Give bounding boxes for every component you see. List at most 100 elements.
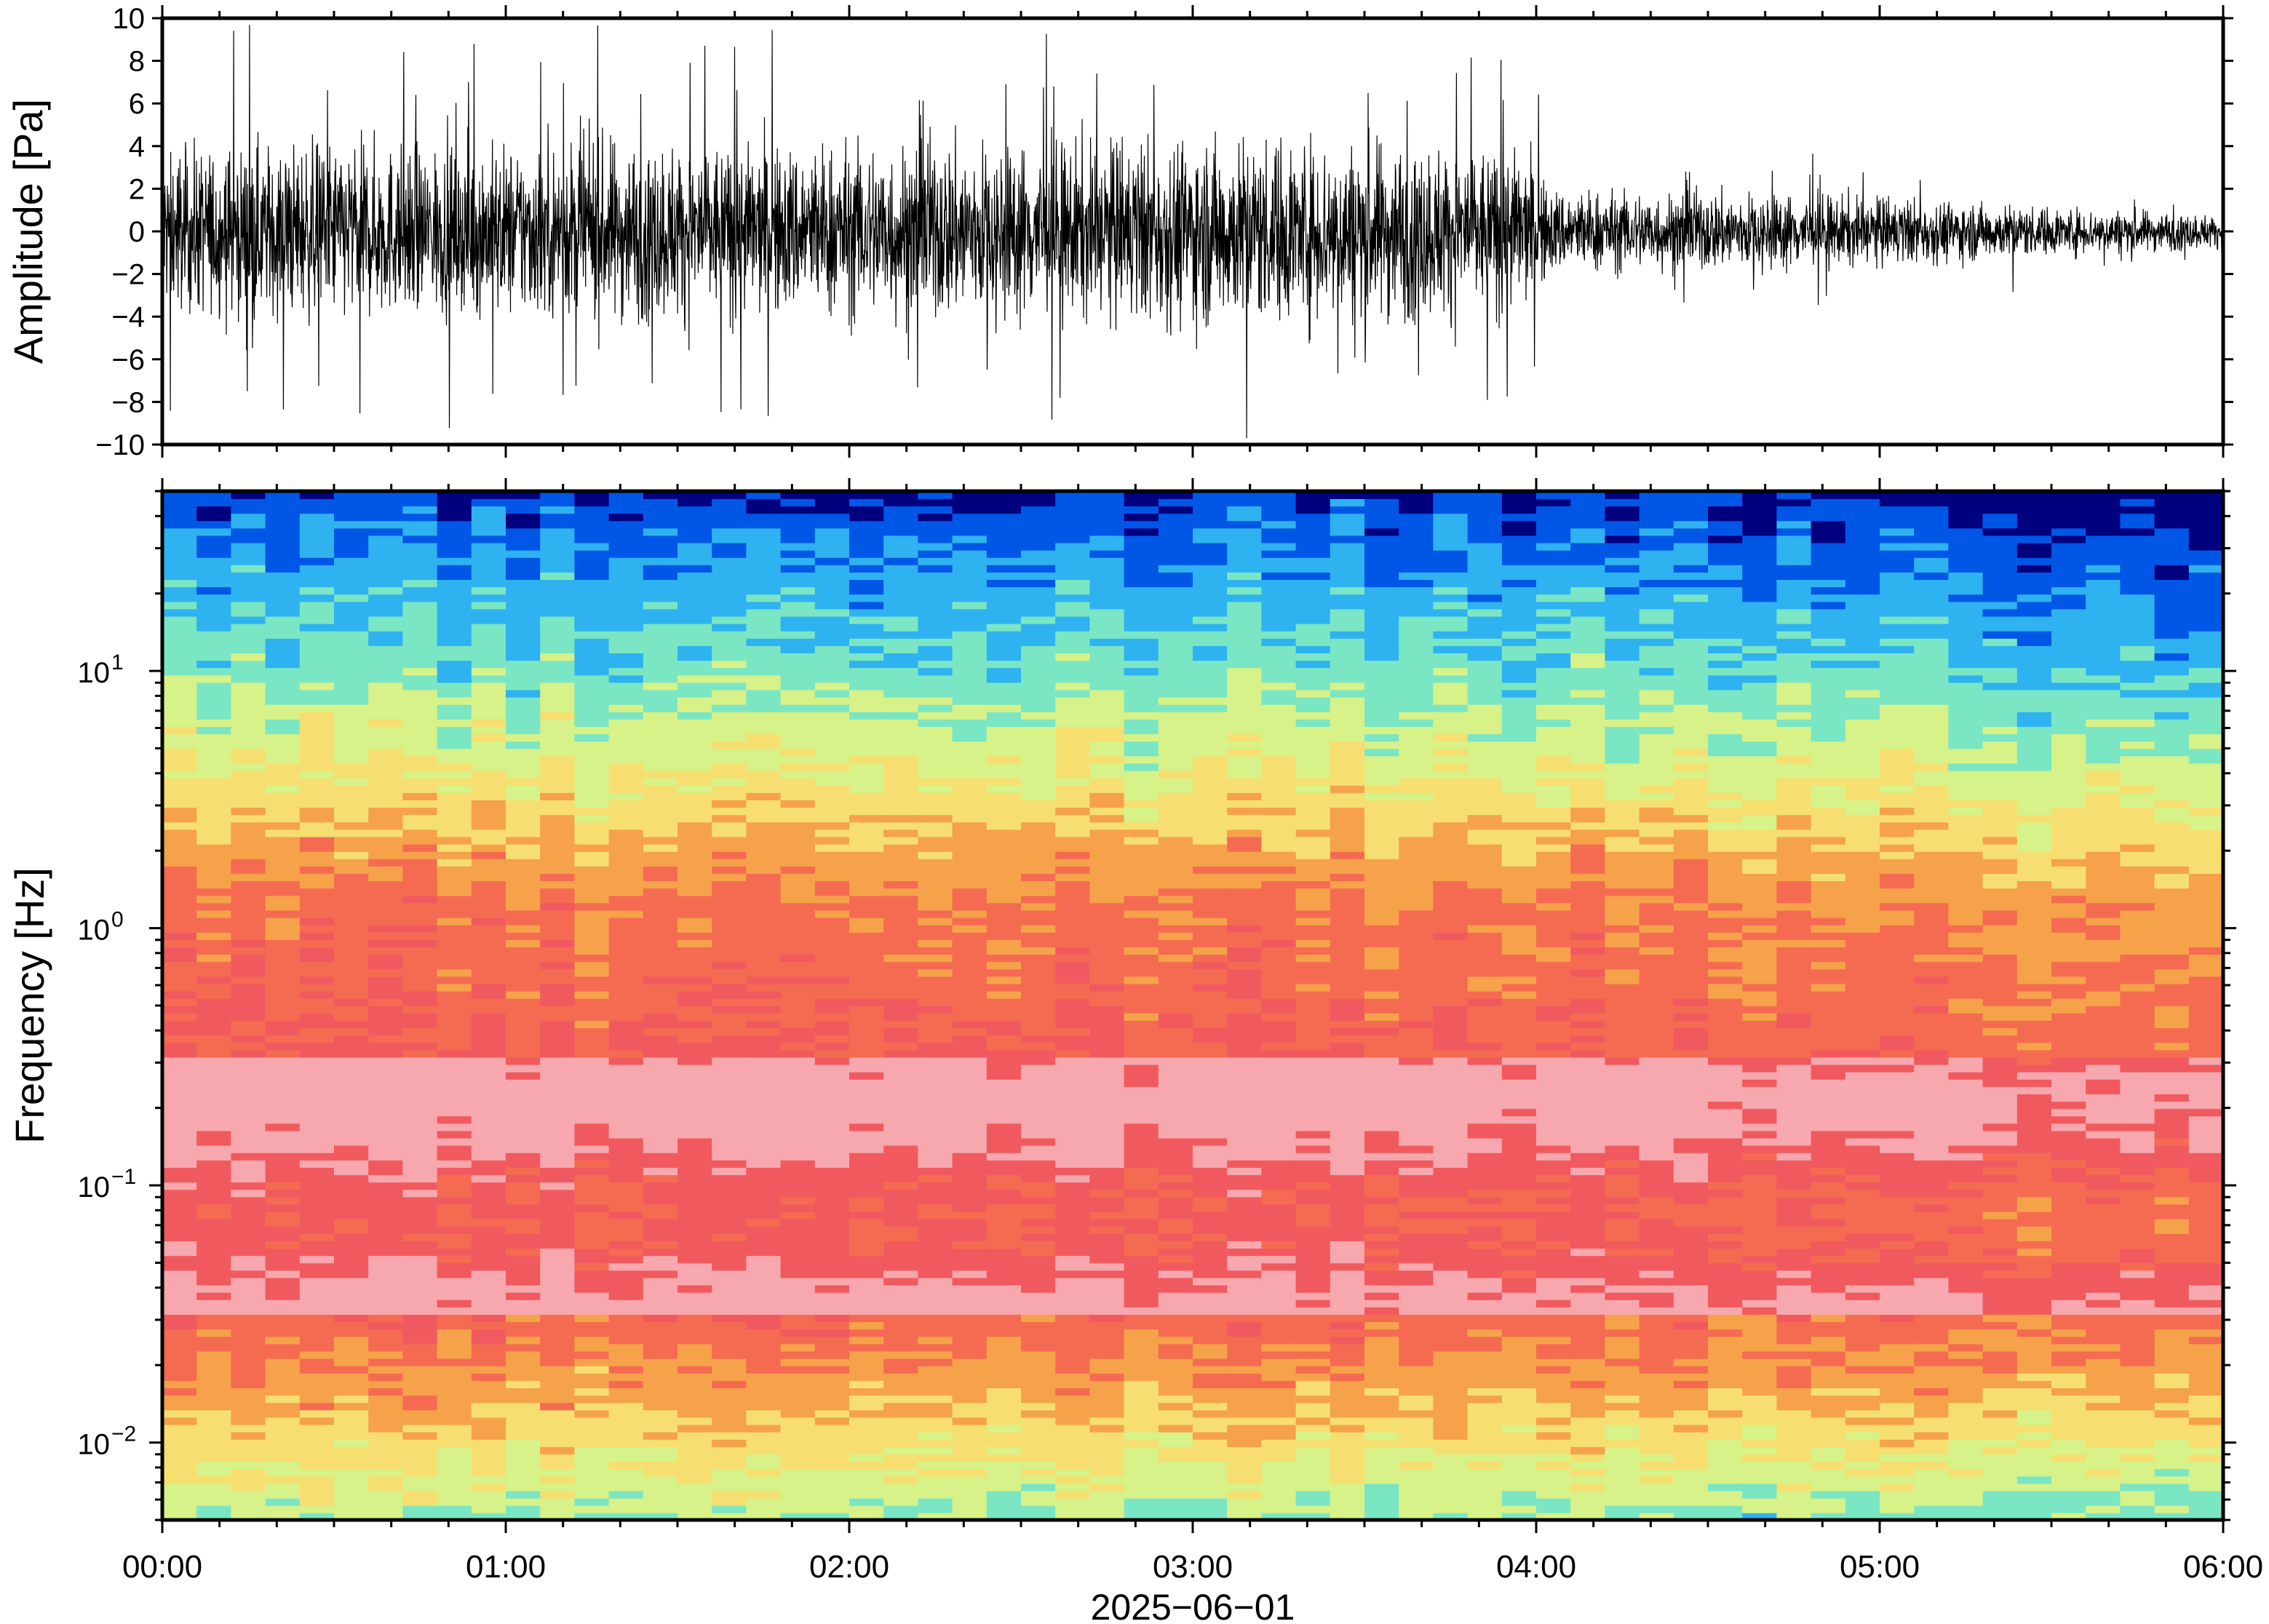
spectrogram-cell	[1227, 800, 1263, 808]
spectrogram-cell	[849, 1145, 885, 1153]
spectrogram-cell	[506, 498, 541, 506]
spectrogram-cell	[334, 1056, 370, 1065]
spectrogram-cell	[883, 983, 919, 992]
spectrogram-cell	[1193, 888, 1228, 896]
spectrogram-cell	[918, 630, 953, 639]
spectrogram-cell	[918, 755, 953, 764]
spectrogram-cell	[437, 1291, 472, 1300]
spectrogram-cell	[1227, 785, 1263, 793]
spectrogram-cell	[265, 1064, 301, 1072]
spectrogram-cell	[918, 1027, 953, 1036]
spectrogram-cell	[265, 726, 301, 735]
spectrogram-cell	[574, 1153, 610, 1161]
spectrogram-cell	[1227, 947, 1263, 955]
spectrogram-cell	[162, 1395, 198, 1404]
spectrogram-cell	[368, 1115, 404, 1124]
spectrogram-cell	[1193, 1153, 1228, 1161]
spectrogram-cell	[368, 1277, 404, 1286]
spectrogram-cell	[471, 520, 506, 529]
spectrogram-cell	[402, 1123, 438, 1131]
spectrogram-cell	[712, 1137, 747, 1146]
spectrogram-cell	[746, 1343, 782, 1352]
spectrogram-cell	[574, 491, 610, 499]
spectrogram-cell	[1055, 1314, 1091, 1323]
spectrogram-cell	[746, 1270, 782, 1278]
spectrogram-cell	[1330, 1365, 1365, 1374]
spectrogram-cell	[1158, 1241, 1193, 1249]
spectrogram-cell	[1089, 1115, 1125, 1124]
spectrogram-cell	[265, 1365, 301, 1374]
spectrogram-cell	[712, 704, 747, 712]
spectrogram-cell	[402, 976, 438, 984]
spectrogram-cell	[265, 719, 301, 727]
spectrogram-cell	[1124, 1056, 1159, 1065]
spectrogram-cell	[986, 1241, 1022, 1249]
spectrogram-cell	[334, 763, 370, 771]
spectrogram-cell	[952, 557, 988, 565]
spectrogram-cell	[883, 1241, 919, 1249]
spectrogram-cell	[471, 1402, 506, 1411]
spectrogram-cell	[540, 1248, 576, 1257]
spectrogram-cell	[986, 1358, 1022, 1366]
spectrogram-cell	[471, 873, 506, 882]
spectrogram-cell	[299, 1196, 335, 1205]
spectrogram-cell	[471, 696, 506, 705]
spectrogram-cell	[299, 998, 335, 1006]
spectrogram-cell	[1055, 726, 1091, 735]
spectrogram-cell	[608, 1013, 644, 1021]
spectrogram-cell	[540, 1343, 576, 1352]
spectrogram-cell	[231, 623, 266, 632]
spectrogram-cell	[643, 601, 678, 610]
spectrogram-cell	[1330, 1013, 1365, 1021]
spectrogram-cell	[1227, 653, 1263, 661]
spectrogram-cell	[952, 1476, 988, 1484]
spectrogram-cell	[952, 1094, 988, 1102]
spectrogram-cell	[1261, 1365, 1297, 1374]
spectrogram-cell	[608, 1336, 644, 1345]
spectrogram-cell	[402, 1497, 438, 1506]
spectrogram-cell	[918, 1035, 953, 1043]
spectrogram-cell	[368, 1321, 404, 1330]
spectrogram-cell	[1330, 1056, 1365, 1065]
spectrogram-cell	[1295, 873, 1331, 882]
spectrogram-cell	[196, 616, 232, 624]
spectrogram-cell	[1158, 1145, 1193, 1153]
spectrogram-cell	[712, 594, 747, 602]
spectrogram-cell	[883, 1454, 919, 1462]
spectrogram-cell	[1089, 594, 1125, 602]
spectrogram-cell	[506, 491, 541, 499]
spectrogram-cell	[746, 1153, 782, 1161]
spectrogram-cell	[1227, 895, 1263, 904]
spectrogram-cell	[368, 1490, 404, 1499]
spectrogram-cell	[1227, 888, 1263, 896]
spectrogram-cell	[196, 1512, 232, 1520]
spectrogram-cell	[883, 498, 919, 506]
spectrogram-cell	[746, 843, 782, 852]
spectrogram-cell	[746, 1461, 782, 1470]
spectrogram-cell	[506, 506, 541, 514]
spectrogram-cell	[849, 513, 885, 522]
spectrogram-cell	[1261, 1130, 1297, 1139]
spectrogram-cell	[608, 829, 644, 837]
spectrogram-cell	[265, 895, 301, 904]
spectrogram-cell	[1330, 866, 1365, 874]
spectrogram-cell	[1261, 1233, 1297, 1241]
spectrogram-cell	[1124, 1402, 1159, 1411]
spectrogram-cell	[540, 859, 576, 867]
spectrogram-cell	[712, 814, 747, 823]
spectrogram-cell	[506, 1167, 541, 1176]
spectrogram-cell	[1055, 1291, 1091, 1300]
spectrogram-cell	[196, 1064, 232, 1072]
spectrogram-cell	[952, 528, 988, 536]
spectrogram-cell	[1021, 1314, 1057, 1323]
spectrogram-cell	[1330, 1255, 1365, 1264]
spectrogram-cell	[883, 895, 919, 904]
spectrogram-cell	[643, 917, 678, 926]
spectrogram-cell	[1055, 1035, 1091, 1043]
spectrogram-cell	[849, 1049, 885, 1058]
spectrogram-cell	[1158, 1130, 1193, 1139]
spectrogram-cell	[540, 785, 576, 793]
spectrogram-cell	[1261, 1497, 1297, 1506]
spectrogram-cell	[1295, 1079, 1331, 1087]
spectrogram-cell	[643, 961, 678, 970]
